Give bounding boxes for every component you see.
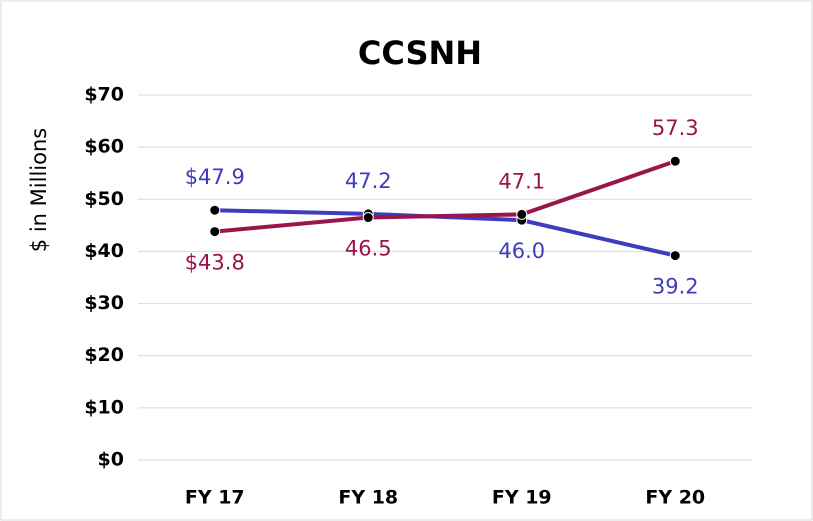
x-tick-label: FY 20	[645, 487, 705, 509]
data-point	[669, 155, 681, 167]
y-tick-label: $40	[84, 240, 124, 262]
data-point	[209, 204, 221, 216]
x-tick-label: FY 17	[185, 487, 245, 509]
data-label: 39.2	[652, 275, 699, 299]
y-tick-label: $70	[84, 84, 124, 106]
data-label: 46.5	[345, 237, 392, 261]
y-axis-label: $ in Millions	[27, 128, 51, 252]
data-point	[209, 226, 221, 238]
data-point	[516, 208, 528, 220]
y-tick-label: $0	[98, 449, 124, 471]
x-tick-label: FY 19	[492, 487, 552, 509]
line-series	[214, 159, 676, 234]
data-label: 46.0	[498, 239, 545, 263]
y-tick-label: $60	[84, 136, 124, 158]
data-label: $43.8	[185, 251, 245, 275]
y-tick-label: $10	[84, 396, 124, 418]
data-point	[669, 250, 681, 262]
x-tick-label: FY 18	[338, 487, 398, 509]
y-tick-label: $50	[84, 188, 124, 210]
data-label: $47.9	[185, 165, 245, 189]
y-tick-label: $30	[84, 292, 124, 314]
data-label: 47.1	[498, 169, 545, 193]
data-point	[362, 212, 374, 224]
data-label: 57.3	[652, 116, 699, 140]
y-tick-label: $20	[84, 344, 124, 366]
data-label: 47.2	[345, 169, 392, 193]
chart-title: CCSNH	[358, 34, 482, 72]
